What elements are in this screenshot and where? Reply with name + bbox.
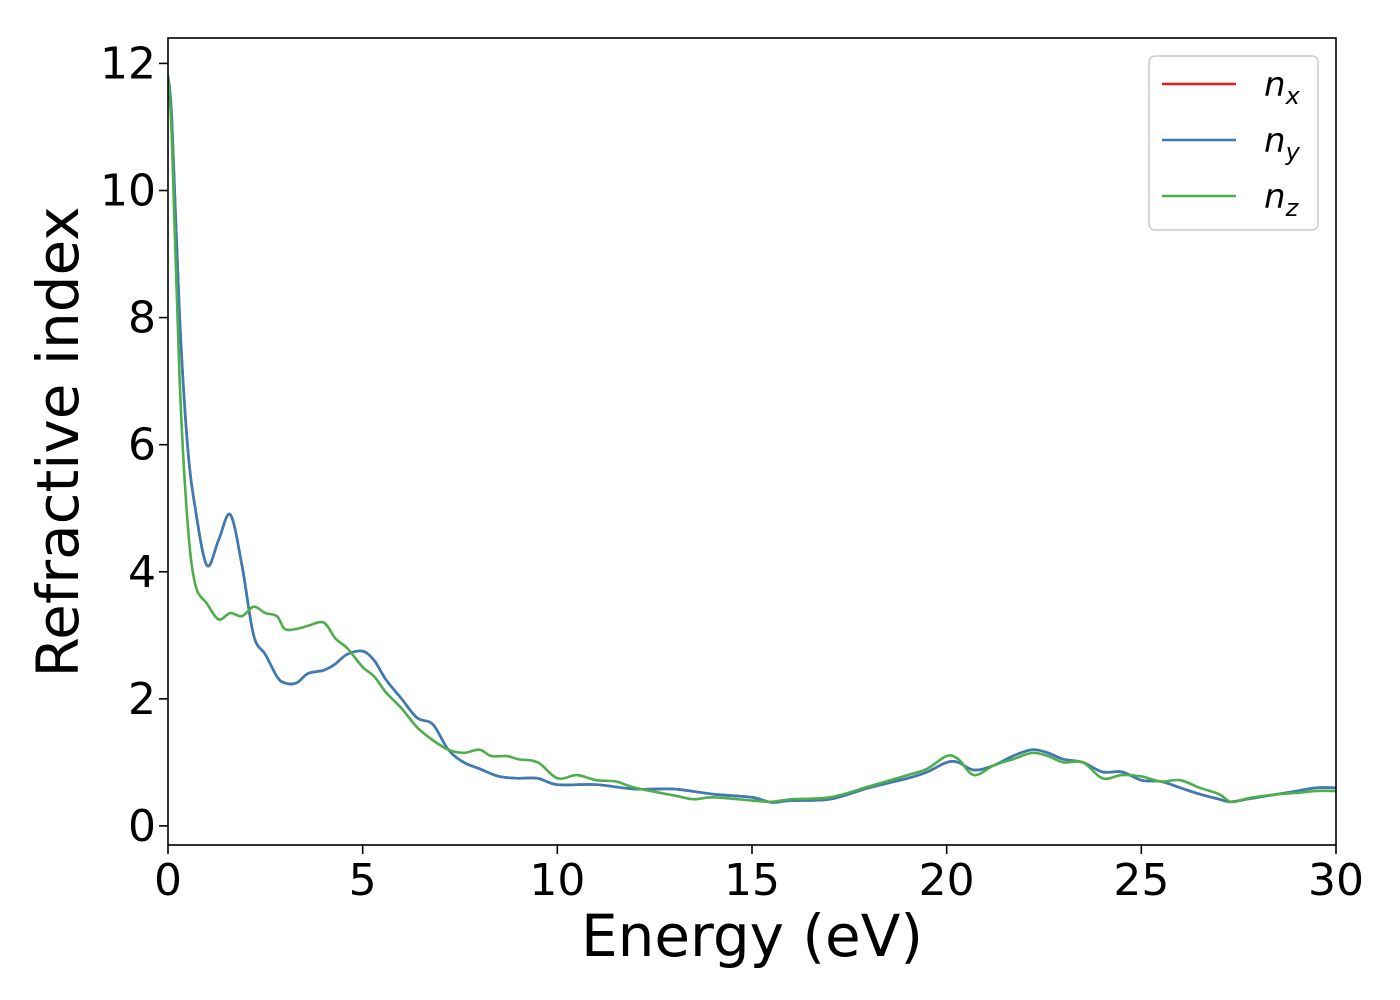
y-tick-label: 8: [128, 293, 156, 344]
series-layer: [168, 74, 1336, 804]
x-axis-title: Energy (eV): [581, 902, 923, 970]
y-tick-label: 4: [128, 547, 156, 598]
y-tick-label: 10: [100, 166, 156, 217]
x-tick-label: 0: [154, 855, 182, 906]
series-line-ny: [168, 74, 1336, 804]
y-tick-label: 2: [128, 674, 156, 725]
y-axis-ticks: 0 2 4 6 8 10 12: [100, 38, 168, 852]
y-tick-label: 12: [100, 38, 156, 89]
y-tick-label: 0: [128, 801, 156, 852]
legend-box: [1148, 55, 1319, 231]
y-axis-title: Refractive index: [24, 206, 92, 677]
x-tick-label: 25: [1113, 855, 1169, 906]
x-axis-ticks: 0 5 10 15 20 25 30: [154, 845, 1364, 906]
x-tick-label: 20: [919, 855, 975, 906]
x-tick-label: 5: [349, 855, 377, 906]
legend-label-nz: nz: [1264, 177, 1300, 222]
x-tick-label: 10: [529, 855, 585, 906]
series-line-nz: [168, 74, 1336, 804]
y-tick-label: 6: [128, 420, 156, 471]
x-tick-label: 15: [724, 855, 780, 906]
x-tick-label: 30: [1308, 855, 1364, 906]
